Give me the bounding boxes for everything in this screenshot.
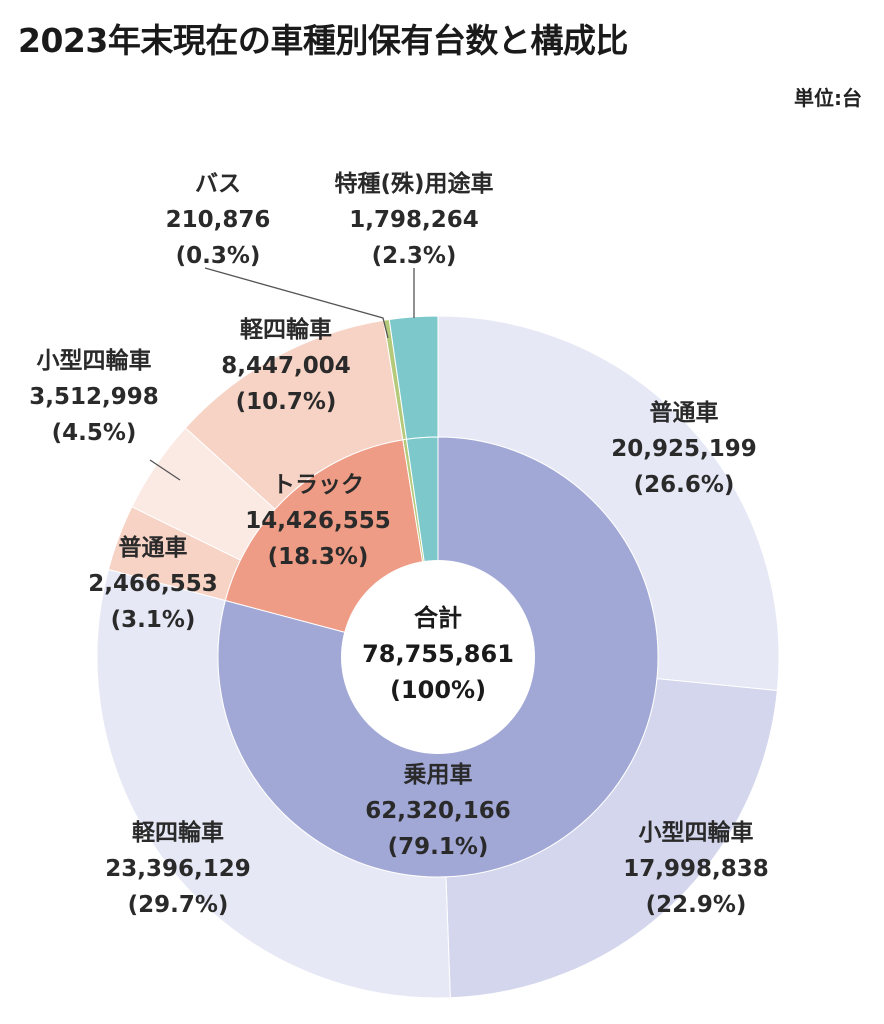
leader-small-truck [149, 459, 181, 481]
label-truck-kei: 軽四輪車 8,447,004 (10.7%) [221, 316, 351, 415]
leader-bus [204, 267, 389, 339]
leader-lines [149, 267, 415, 481]
label-pass-regular: 普通車 20,925,199 (26.6%) [611, 399, 757, 498]
label-pass-small: 小型四輪車 17,998,838 (22.9%) [623, 819, 769, 918]
label-bus: バス 210,876 (0.3%) [166, 171, 271, 269]
label-pass-kei: 軽四輪車 23,396,129 (29.7%) [105, 819, 251, 918]
outer-ring [96, 315, 780, 999]
chart-title: 2023年末現在の車種別保有台数と構成比 [18, 21, 628, 60]
label-special: 特種(殊)用途車 1,798,264 (2.3%) [334, 170, 493, 269]
label-total: 合計 78,755,861 (100%) [362, 604, 514, 704]
slice-labels: 合計 78,755,861 (100%) 乗用車 62,320,166 (79.1%) トラ… [29, 170, 769, 918]
label-truck-regular: 普通車 2,466,553 (3.1%) [88, 534, 218, 633]
label-truck: トラック 14,426,555 (18.3%) [245, 472, 391, 570]
label-passenger: 乗用車 62,320,166 (79.1%) [365, 762, 511, 860]
unit-label: 単位:台 [794, 86, 862, 110]
center-hole [341, 560, 535, 754]
label-truck-small: 小型四輪車 3,512,998 (4.5%) [29, 347, 159, 446]
